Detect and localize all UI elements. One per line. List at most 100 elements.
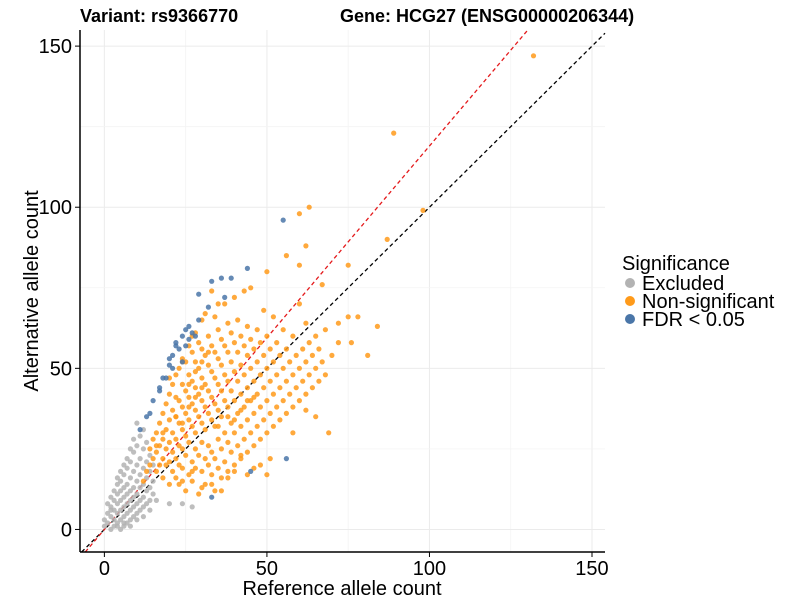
point-non-significant [283, 410, 289, 416]
point-non-significant [365, 352, 371, 358]
point-non-significant [202, 404, 208, 410]
point-non-significant [257, 436, 263, 442]
point-non-significant [192, 407, 198, 413]
point-non-significant [199, 398, 205, 404]
y-tick-label: 100 [39, 197, 72, 219]
point-non-significant [205, 443, 211, 449]
point-excluded [111, 488, 117, 494]
point-non-significant [238, 391, 244, 397]
point-non-significant [218, 475, 224, 481]
y-tick-label: 150 [39, 36, 72, 58]
point-non-significant [218, 414, 224, 420]
x-axis-ticks: 0 50 100 150 [99, 552, 609, 580]
point-fdr-0-05 [179, 333, 185, 339]
point-non-significant [322, 372, 328, 378]
point-non-significant [202, 456, 208, 462]
point-non-significant [244, 398, 250, 404]
point-non-significant [209, 481, 215, 487]
point-excluded [108, 507, 114, 513]
point-excluded [124, 465, 130, 471]
point-excluded [127, 497, 133, 503]
point-fdr-0-05 [186, 336, 192, 342]
point-excluded [137, 507, 143, 513]
point-non-significant [293, 385, 299, 391]
point-excluded [131, 494, 137, 500]
point-excluded [137, 472, 143, 478]
point-non-significant [189, 468, 195, 474]
point-non-significant [244, 417, 250, 423]
point-non-significant [238, 423, 244, 429]
point-non-significant [225, 414, 231, 420]
point-non-significant [228, 359, 234, 365]
point-non-significant [179, 478, 185, 484]
point-excluded [137, 456, 143, 462]
point-excluded [131, 468, 137, 474]
point-non-significant [192, 465, 198, 471]
point-non-significant [306, 204, 312, 210]
point-excluded [127, 488, 133, 494]
point-excluded [108, 514, 114, 520]
y-axis-ticks: 0 50 100 150 [39, 36, 80, 541]
reference-line-identity [81, 32, 606, 553]
point-non-significant [150, 436, 156, 442]
point-non-significant [196, 391, 202, 397]
y-tick-label: 50 [50, 358, 72, 380]
point-non-significant [199, 375, 205, 381]
point-non-significant [267, 346, 273, 352]
point-non-significant [264, 398, 270, 404]
point-non-significant [241, 343, 247, 349]
chart-title-variant: Variant: rs9366770 [80, 6, 238, 26]
point-excluded [131, 449, 137, 455]
point-non-significant [231, 340, 237, 346]
point-excluded [114, 510, 120, 516]
point-non-significant [196, 340, 202, 346]
point-non-significant [225, 439, 231, 445]
point-excluded [137, 485, 143, 491]
point-non-significant [296, 398, 302, 404]
point-non-significant [235, 378, 241, 384]
point-non-significant [209, 369, 215, 375]
point-non-significant [391, 130, 397, 136]
point-non-significant [264, 269, 270, 275]
point-non-significant [192, 385, 198, 391]
point-fdr-0-05 [179, 359, 185, 365]
point-non-significant [270, 423, 276, 429]
point-fdr-0-05 [186, 323, 192, 329]
point-non-significant [257, 404, 263, 410]
point-non-significant [215, 465, 221, 471]
point-non-significant [306, 372, 312, 378]
point-excluded [140, 494, 146, 500]
legend-label: FDR < 0.05 [642, 309, 745, 331]
point-non-significant [179, 427, 185, 433]
point-non-significant [257, 340, 263, 346]
point-excluded [121, 520, 127, 526]
point-non-significant [209, 417, 215, 423]
point-non-significant [199, 485, 205, 491]
point-excluded [147, 497, 153, 503]
point-fdr-0-05 [183, 327, 189, 333]
point-non-significant [186, 394, 192, 400]
point-non-significant [199, 468, 205, 474]
point-non-significant [176, 462, 182, 468]
point-non-significant [218, 488, 224, 494]
point-non-significant [264, 472, 270, 478]
point-non-significant [277, 385, 283, 391]
point-non-significant [290, 404, 296, 410]
point-non-significant [261, 307, 267, 313]
point-excluded [121, 462, 127, 468]
point-excluded [114, 501, 120, 507]
point-excluded [147, 452, 153, 458]
point-non-significant [231, 369, 237, 375]
point-excluded [121, 494, 127, 500]
point-non-significant [215, 301, 221, 307]
point-non-significant [277, 352, 283, 358]
point-non-significant [189, 378, 195, 384]
point-excluded [140, 465, 146, 471]
point-non-significant [215, 356, 221, 362]
point-excluded [118, 488, 124, 494]
point-excluded [127, 517, 133, 523]
point-non-significant [179, 446, 185, 452]
point-fdr-0-05 [166, 362, 172, 368]
point-non-significant [326, 430, 332, 436]
chart-title-gene: Gene: HCG27 (ENSG00000206344) [340, 6, 634, 26]
